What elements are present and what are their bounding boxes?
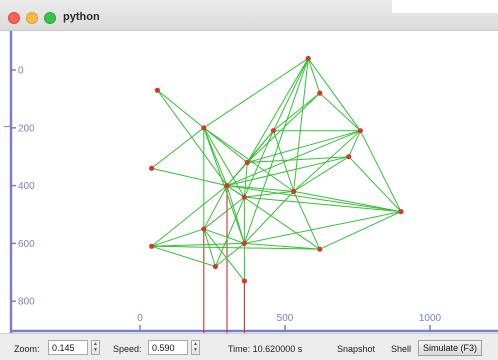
network-edge	[157, 89, 205, 129]
network-edge	[151, 228, 204, 247]
network-edge	[273, 92, 321, 132]
network-edge	[243, 58, 309, 244]
y-tick-label: 200	[18, 123, 35, 134]
network-node[interactable]	[149, 243, 155, 249]
network-node[interactable]	[244, 159, 250, 166]
network-edge	[247, 156, 349, 163]
speed-input[interactable]	[148, 340, 188, 355]
network-edge	[307, 58, 321, 94]
network-edge	[203, 58, 309, 129]
network-edge	[151, 242, 245, 247]
network-edge	[203, 228, 245, 244]
title-bar: python	[0, 0, 498, 31]
y-tick-label: 0	[18, 66, 24, 77]
network-edge	[151, 167, 228, 187]
network-edge	[243, 162, 248, 198]
network-edge	[151, 245, 216, 267]
network-edge	[215, 243, 245, 267]
network-node[interactable]	[149, 165, 155, 171]
shell-button[interactable]: Shell	[391, 344, 412, 354]
network-node[interactable]	[212, 263, 218, 270]
close-button[interactable]	[8, 12, 20, 24]
network-edge	[359, 130, 402, 212]
network-edge	[247, 130, 361, 163]
network-edge	[226, 156, 349, 187]
network-edge	[272, 130, 295, 192]
minimize-button[interactable]	[26, 12, 38, 24]
zoom-input[interactable]	[48, 340, 88, 355]
y-tick-label: 400	[18, 181, 35, 192]
x-tick-label: 500	[277, 313, 294, 324]
network-node[interactable]	[317, 90, 323, 96]
network-node[interactable]	[241, 278, 247, 284]
x-tick-label: 0	[137, 313, 143, 324]
simulate-button[interactable]: Simulate (F3)	[418, 340, 483, 356]
network-edge	[151, 127, 205, 169]
simulation-canvas[interactable]: 0 200 400 600 800 0 500 1000	[0, 31, 498, 333]
network-node[interactable]	[224, 183, 230, 189]
snapshot-button[interactable]: Snapshot	[337, 344, 376, 354]
network-edge	[319, 92, 361, 132]
network-edge	[293, 191, 321, 250]
network-edge	[151, 245, 320, 250]
network-edge	[203, 196, 245, 230]
network-edge	[226, 185, 294, 192]
network-node[interactable]	[241, 194, 247, 200]
network-edge	[348, 130, 361, 157]
network-edge	[214, 196, 245, 267]
network-node[interactable]	[357, 128, 363, 134]
network-edge	[307, 58, 361, 131]
network-edge	[226, 185, 402, 213]
network-edge	[226, 130, 361, 187]
speed-label: Speed:	[113, 344, 142, 354]
y-tick-label: 600	[18, 239, 35, 250]
network-edge	[156, 89, 228, 186]
network-node[interactable]	[346, 154, 352, 160]
network-edge	[293, 190, 402, 213]
network-edge	[246, 58, 309, 163]
network-node[interactable]	[241, 240, 247, 246]
network-node[interactable]	[201, 226, 207, 232]
network-node[interactable]	[270, 128, 276, 134]
network-edge	[348, 156, 402, 212]
zoom-button[interactable]	[44, 12, 56, 24]
network-edge	[243, 130, 274, 198]
window-title: python	[63, 11, 100, 23]
x-tick-label: 1000	[419, 313, 442, 324]
speed-stepper[interactable]: ▲ ▼	[191, 340, 200, 355]
time-readout: Time: 10.620000 s	[228, 344, 303, 354]
network-edge	[244, 191, 295, 244]
network-node[interactable]	[398, 209, 404, 215]
network-edge	[203, 228, 245, 282]
network-edge	[272, 58, 309, 131]
network-edge	[203, 185, 228, 230]
zoom-label: Zoom:	[14, 344, 40, 354]
network-edge	[293, 156, 350, 192]
network-edge	[246, 92, 321, 163]
network-node[interactable]	[201, 125, 207, 131]
network-edge	[226, 185, 245, 244]
zoom-stepper[interactable]: ▲ ▼	[91, 340, 100, 355]
background-strip	[392, 0, 498, 13]
network-edge	[293, 130, 361, 192]
network-node[interactable]	[291, 188, 297, 194]
network-edge	[244, 242, 320, 250]
network-node[interactable]	[317, 246, 323, 252]
network-edge	[244, 211, 402, 244]
network-edge	[203, 127, 245, 198]
network-edge	[203, 127, 248, 163]
network-edge	[244, 190, 294, 198]
simulation-view[interactable]: 0 200 400 600 800 0 500 1000	[0, 31, 498, 333]
network-node[interactable]	[154, 87, 160, 93]
network-edge	[203, 127, 245, 244]
network-edge	[244, 196, 402, 213]
status-bar: Zoom: ▲▼ Speed: ▲▼ Time: 10.620000 s Sna…	[0, 333, 498, 360]
network-edge	[226, 162, 248, 186]
network-edge	[151, 185, 228, 247]
y-tick-label: 800	[18, 297, 35, 308]
network-edge	[319, 211, 402, 250]
left-dash-mark	[4, 126, 12, 127]
network-node[interactable]	[305, 55, 311, 62]
